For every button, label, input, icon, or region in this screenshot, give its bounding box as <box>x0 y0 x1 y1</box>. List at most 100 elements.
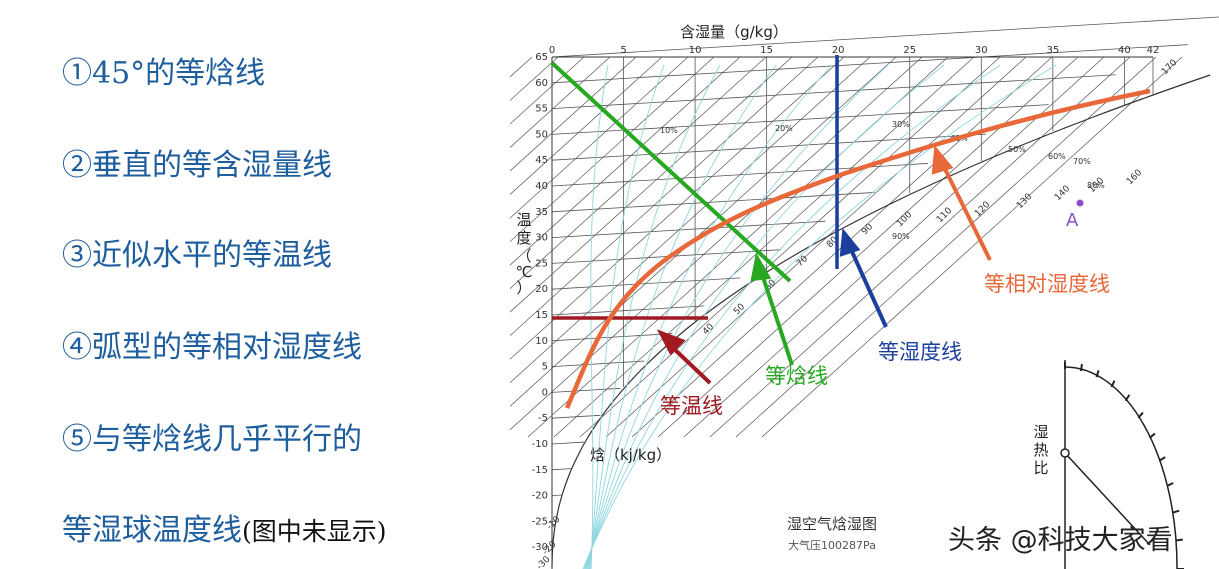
isotherm-line <box>551 74 1116 109</box>
left-tick-label: 65 <box>535 52 548 63</box>
enthalpy-grid-line <box>709 56 1131 438</box>
enthalpy-scale-label: 100 <box>895 210 914 229</box>
isotherm-line <box>551 441 585 445</box>
pressure-note: 大气压100287Pa <box>788 538 876 552</box>
rh-label: 30% <box>892 120 910 129</box>
psychrometric-chart: 0 5 10 15 20 25 30 35 40 426560555045403530252015… <box>510 16 1219 569</box>
rh-curve <box>590 64 609 569</box>
protractor-tick <box>1175 538 1183 542</box>
point-2-text: ②垂直的等含湿量线 <box>62 148 332 183</box>
enthalpy-grid-line <box>605 56 1027 438</box>
enthalpy-scale-label: 90 <box>860 222 875 237</box>
point-a-marker <box>1076 199 1084 207</box>
isotherm-line <box>551 494 562 496</box>
left-tick-label: 20 <box>535 284 548 295</box>
rh-label: 50% <box>1008 145 1026 154</box>
top-tick-label: 5 <box>620 45 626 56</box>
left-tick-label: 15 <box>535 310 548 321</box>
protractor-tick <box>1095 370 1100 378</box>
rh-label: 60% <box>1048 152 1066 161</box>
rh-curve <box>583 64 1001 569</box>
rh-curve <box>585 64 889 569</box>
enthalpy-grid-line <box>553 56 975 438</box>
top-axis-label: 含湿量（g/kg） <box>680 23 788 41</box>
top-tick-label: 10 <box>689 45 702 56</box>
left-axis-char-0: 温 <box>516 211 531 229</box>
left-tick-label: 35 <box>535 207 548 218</box>
ratio-char-1: 热 <box>1033 441 1048 459</box>
enthalpy-scale-label: 50 <box>732 302 747 317</box>
ratio-label: 湿 热 比 <box>1033 423 1048 477</box>
ratio-char-0: 湿 <box>1033 423 1048 441</box>
left-tick-label: 30 <box>535 233 548 244</box>
left-tick-label: 5 <box>542 362 548 373</box>
grid-lines <box>510 16 1219 569</box>
top-tick-label: 25 <box>903 45 916 56</box>
top-tick-label: 30 <box>975 45 988 56</box>
enthalpy-grid-line <box>579 56 1001 438</box>
point-1-text: ①45°的等焓线 <box>62 56 266 91</box>
relative-humidity-arrow <box>931 144 992 261</box>
enthalpy-grid-line <box>510 56 871 384</box>
heat-moisture-ratio-protractor <box>1060 360 1178 569</box>
rh-label: 20% <box>775 124 793 133</box>
point-4: ④弧型的等相对湿度线 <box>62 322 362 366</box>
isotherm-line <box>551 16 1219 58</box>
ratio-char-2: 比 <box>1033 459 1048 477</box>
relative-humidity-grid <box>582 64 1057 569</box>
rh-curve <box>588 64 721 569</box>
rh-label: 70% <box>1073 157 1091 166</box>
isotherm-line <box>551 44 1188 84</box>
enthalpy-grid-line <box>510 56 793 313</box>
enthalpy-grid-line <box>510 56 819 337</box>
left-axis-char-4: ） <box>516 279 531 297</box>
top-tick-label: 0 <box>549 45 555 56</box>
protractor-tick <box>1166 482 1174 487</box>
point-1: ①45°的等焓线 <box>62 48 265 92</box>
enthalpy-grid-line <box>510 56 767 290</box>
point-3-text: ③近似水平的等温线 <box>62 238 332 273</box>
enthalpy-scale-label: 130 <box>1015 192 1034 211</box>
top-tick-label: 42 <box>1147 45 1160 56</box>
isotherm-line <box>551 387 621 393</box>
rh-curve <box>586 64 833 569</box>
point-6-text: 等湿球温度线 <box>62 513 242 548</box>
protractor-tick <box>1079 363 1083 372</box>
enthalpy-scale-label: 160 <box>1125 168 1144 187</box>
left-tick-label: 45 <box>535 155 548 166</box>
isotherm-line <box>551 220 826 238</box>
top-tick-label: 15 <box>760 45 773 56</box>
isotherm-line <box>551 133 987 161</box>
point-4-text: ④弧型的等相对湿度线 <box>62 330 362 365</box>
enthalpy-grid-line <box>657 56 1079 438</box>
protractor-tick <box>1148 432 1156 439</box>
protractor-tick <box>1137 411 1144 419</box>
isotherm-line <box>551 468 572 471</box>
isotherm-line <box>551 360 645 367</box>
left-tick-label: 60 <box>535 78 548 89</box>
enthalpy-scale-label: 40 <box>701 322 716 337</box>
top-tick-label: 35 <box>1046 45 1059 56</box>
enthalpy-grid-line <box>510 56 689 219</box>
top-tick-label: 40 <box>1118 45 1131 56</box>
rh-curve <box>587 64 777 569</box>
enthalpy-line <box>550 61 792 283</box>
left-tick-label: 0 <box>542 387 548 398</box>
enthalpy-grid-line <box>510 56 845 360</box>
rh-curve <box>582 64 1057 569</box>
left-tick-label: -5 <box>538 413 548 424</box>
temperature-arrow <box>656 329 712 385</box>
left-tick-label: 25 <box>535 258 548 269</box>
left-axis-label: 温 度 （ ℃ ） <box>516 211 533 297</box>
enthalpy-grid-line <box>510 56 637 172</box>
point-2: ②垂直的等含湿量线 <box>62 140 332 184</box>
humidity-callout: 等湿度线 <box>878 340 962 364</box>
left-tick-label: 50 <box>535 129 548 140</box>
left-tick-label: -15 <box>532 465 548 476</box>
temperature-callout: 等温线 <box>660 394 723 418</box>
enthalpy-grid-line <box>510 56 715 243</box>
enthalpy-grid-line <box>510 56 741 266</box>
rh-label: 10% <box>660 126 678 135</box>
relative-humidity-line <box>564 88 1151 409</box>
enthalpy-scale-label: 170 <box>1160 58 1179 77</box>
